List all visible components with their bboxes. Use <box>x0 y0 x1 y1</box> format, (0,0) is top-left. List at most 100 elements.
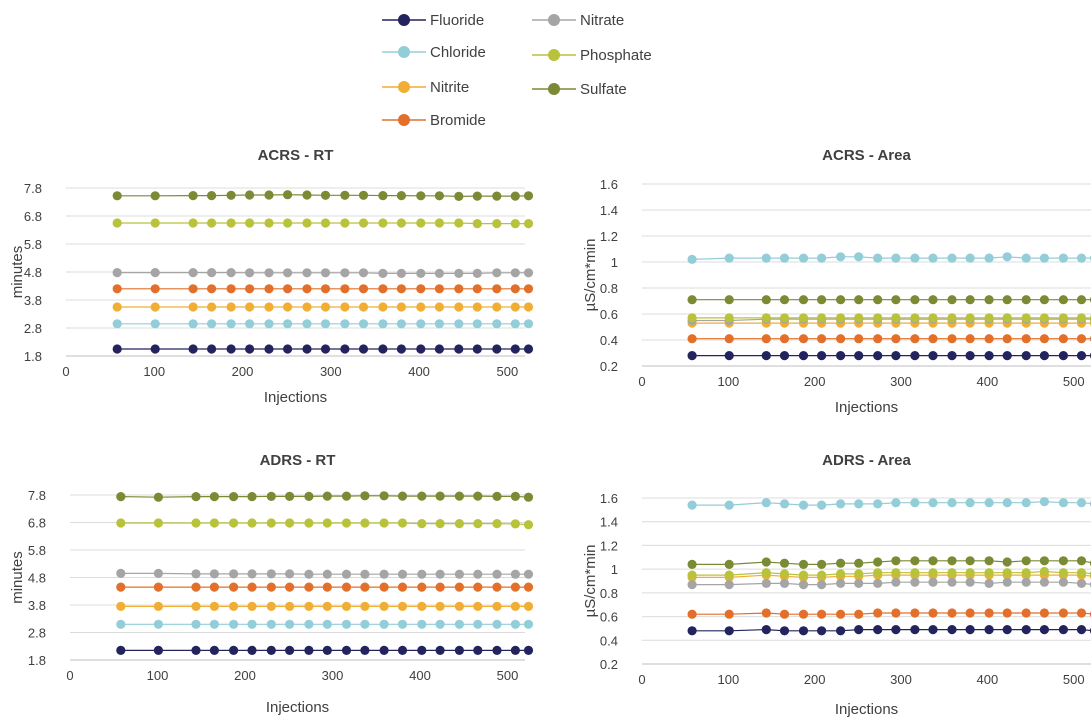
data-point <box>798 295 809 305</box>
data-point <box>266 619 276 629</box>
data-point <box>1039 295 1049 305</box>
data-point <box>207 344 217 354</box>
data-point <box>817 351 827 361</box>
data-point <box>1021 556 1031 566</box>
data-point <box>687 570 697 580</box>
data-point <box>817 334 827 344</box>
data-point <box>1021 568 1031 578</box>
data-point <box>285 491 295 501</box>
data-point <box>266 601 276 611</box>
data-point <box>473 491 483 501</box>
data-point <box>434 344 444 354</box>
data-point <box>854 351 864 361</box>
data-point <box>798 253 809 263</box>
data-point <box>817 626 827 636</box>
data-point <box>191 492 201 502</box>
data-point <box>873 557 883 567</box>
legend-item-sulfate: Sulfate <box>530 78 627 100</box>
data-point <box>226 284 236 294</box>
series-bromide <box>687 608 1091 619</box>
data-point <box>454 645 464 655</box>
y-tick-label: 1.4 <box>600 203 618 218</box>
x-tick-label: 500 <box>1063 374 1085 389</box>
data-point <box>947 498 957 508</box>
x-tick-label: 0 <box>62 364 69 379</box>
y-tick-label: 0.2 <box>600 657 618 672</box>
data-point <box>378 191 388 201</box>
data-point <box>322 582 332 592</box>
data-point <box>209 601 219 611</box>
data-point <box>226 218 236 228</box>
chart-title: ADRS - RT <box>260 452 336 469</box>
data-point <box>435 582 445 592</box>
chart-svg: ADRS - Area 0.2 0.4 0.6 0.8 1 1.2 1.4 1.6 0 100 200… <box>582 452 1091 718</box>
data-point <box>247 619 257 629</box>
data-point <box>283 218 293 228</box>
data-point <box>1002 351 1012 361</box>
series-nitrate <box>112 268 534 278</box>
data-point <box>854 334 864 344</box>
data-point <box>523 191 534 201</box>
y-tick-label: 0.6 <box>600 307 618 322</box>
data-point <box>761 334 771 344</box>
x-tick-label: 200 <box>232 364 254 379</box>
data-point <box>379 601 389 611</box>
chart-svg: ACRS - Area 0.2 0.4 0.6 0.8 1 1.2 1.4 1.6 0 100 200… <box>582 147 1091 416</box>
data-point <box>266 582 276 592</box>
data-point <box>1076 351 1087 361</box>
series-fluoride <box>112 344 534 354</box>
y-tick-label: 1.8 <box>24 349 42 364</box>
data-point <box>1002 295 1012 305</box>
data-point <box>724 253 734 263</box>
data-point <box>322 569 332 579</box>
data-point <box>229 601 239 611</box>
data-point <box>320 319 331 329</box>
y-tick-label: 1 <box>611 562 618 577</box>
data-point <box>1021 608 1031 618</box>
data-point <box>1002 577 1012 587</box>
data-point <box>1058 313 1068 323</box>
x-tick-label: 0 <box>638 374 645 389</box>
legend-label-nitrite: Nitrite <box>430 78 470 96</box>
data-point <box>947 608 957 618</box>
y-tick-label: 2.8 <box>28 626 46 641</box>
data-point <box>473 519 483 529</box>
data-point <box>761 313 771 323</box>
data-point <box>1002 334 1012 344</box>
data-point <box>965 577 975 587</box>
data-point <box>836 558 846 568</box>
data-point <box>112 284 122 294</box>
data-point <box>492 645 502 655</box>
data-point <box>492 569 502 579</box>
data-point <box>928 334 938 344</box>
data-point <box>761 578 771 588</box>
y-tick-label: 3.8 <box>28 598 46 613</box>
data-point <box>378 319 388 329</box>
data-point <box>473 569 483 579</box>
data-point <box>304 645 314 655</box>
y-tick-label: 5.8 <box>24 237 42 252</box>
data-point <box>341 619 352 629</box>
data-point <box>340 218 350 228</box>
data-point <box>510 491 520 501</box>
data-point <box>417 619 427 629</box>
data-point <box>322 601 332 611</box>
data-point <box>435 601 445 611</box>
data-point <box>378 218 388 228</box>
data-point <box>965 351 975 361</box>
data-point <box>873 608 883 618</box>
data-point <box>435 619 445 629</box>
x-axis-label: Injections <box>835 399 898 416</box>
data-point <box>724 570 734 580</box>
data-point <box>817 313 827 323</box>
data-point <box>984 295 994 305</box>
data-point <box>798 609 809 619</box>
data-point <box>188 191 198 201</box>
series-nitrite <box>116 601 534 611</box>
data-point <box>226 319 236 329</box>
data-point <box>320 218 331 228</box>
y-tick-label: 0.2 <box>600 359 618 374</box>
data-point <box>836 609 846 619</box>
data-point <box>247 601 257 611</box>
data-point <box>492 191 502 201</box>
